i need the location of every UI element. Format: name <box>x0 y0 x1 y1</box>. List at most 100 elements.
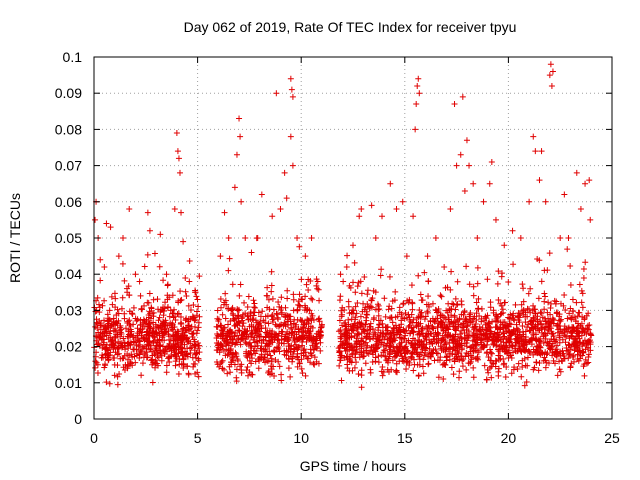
data-point <box>125 318 132 325</box>
data-point <box>415 75 422 82</box>
data-point <box>121 366 128 373</box>
data-point <box>488 350 495 357</box>
data-point <box>574 333 581 340</box>
data-point <box>413 101 420 108</box>
data-point <box>289 329 296 336</box>
data-point <box>415 336 422 343</box>
data-point <box>357 313 364 320</box>
data-point <box>574 355 581 362</box>
data-point <box>167 307 174 314</box>
data-point <box>452 327 459 334</box>
data-point <box>574 313 581 320</box>
data-point <box>104 311 111 318</box>
data-point <box>97 277 104 284</box>
data-point <box>217 344 224 351</box>
data-point <box>428 330 435 337</box>
data-point <box>508 352 515 359</box>
data-point <box>571 314 578 321</box>
data-point <box>470 345 477 352</box>
data-point <box>498 270 505 277</box>
data-point <box>530 318 537 325</box>
data-point <box>219 311 226 318</box>
data-point <box>185 371 192 378</box>
data-point <box>485 369 492 376</box>
data-point <box>421 269 428 276</box>
data-point <box>157 350 164 357</box>
data-point <box>121 339 128 346</box>
data-point <box>284 335 291 342</box>
data-point <box>191 317 198 324</box>
data-point <box>473 310 480 317</box>
data-point <box>226 363 233 370</box>
data-point <box>549 331 556 338</box>
data-point <box>400 336 407 343</box>
data-point <box>116 371 123 378</box>
data-point <box>554 342 561 349</box>
data-point <box>375 359 382 366</box>
data-point <box>151 250 158 257</box>
data-point <box>505 344 512 351</box>
data-point <box>115 253 122 260</box>
data-point <box>500 319 507 326</box>
data-point <box>99 330 106 337</box>
data-point <box>463 137 470 144</box>
data-point <box>289 358 296 365</box>
data-point <box>195 373 202 380</box>
data-point <box>531 306 538 313</box>
data-point <box>266 340 273 347</box>
data-point <box>97 322 104 329</box>
data-point <box>579 313 586 320</box>
data-point <box>534 318 541 325</box>
data-point <box>187 340 194 347</box>
data-point <box>506 338 513 345</box>
data-point <box>288 325 295 332</box>
data-point <box>342 348 349 355</box>
data-point <box>318 322 325 329</box>
data-point <box>218 304 225 311</box>
data-point <box>170 326 177 333</box>
data-point <box>348 333 355 340</box>
data-point <box>566 350 573 357</box>
data-point <box>289 93 296 100</box>
data-point <box>524 354 531 361</box>
data-point <box>488 374 495 381</box>
data-point <box>556 317 563 324</box>
data-point <box>565 325 572 332</box>
data-point <box>278 377 285 384</box>
data-point <box>124 362 131 369</box>
data-point <box>544 339 551 346</box>
data-point <box>451 101 458 108</box>
data-point <box>425 278 432 285</box>
data-point <box>452 347 459 354</box>
data-point <box>483 350 490 357</box>
data-point <box>259 308 266 315</box>
data-point <box>363 344 370 351</box>
data-point <box>520 298 527 305</box>
data-point <box>110 355 117 362</box>
data-point <box>119 260 126 267</box>
data-point <box>107 224 114 231</box>
data-point <box>308 235 315 241</box>
data-point <box>495 346 502 353</box>
data-point <box>445 300 452 307</box>
data-point <box>283 195 290 202</box>
data-point <box>262 325 269 332</box>
data-point <box>336 317 343 324</box>
data-point <box>137 348 144 355</box>
data-point <box>236 115 243 122</box>
data-point <box>285 348 292 355</box>
data-point <box>269 295 276 302</box>
data-point <box>109 336 116 343</box>
data-point <box>146 345 153 352</box>
data-point <box>195 324 202 331</box>
data-point <box>163 271 170 278</box>
data-point <box>106 380 113 387</box>
data-point <box>516 338 523 345</box>
data-point <box>108 293 115 300</box>
data-point <box>439 361 446 368</box>
data-point <box>336 348 343 355</box>
data-point <box>519 357 526 364</box>
data-point <box>251 339 258 346</box>
data-point <box>551 297 558 304</box>
data-point <box>255 365 262 372</box>
